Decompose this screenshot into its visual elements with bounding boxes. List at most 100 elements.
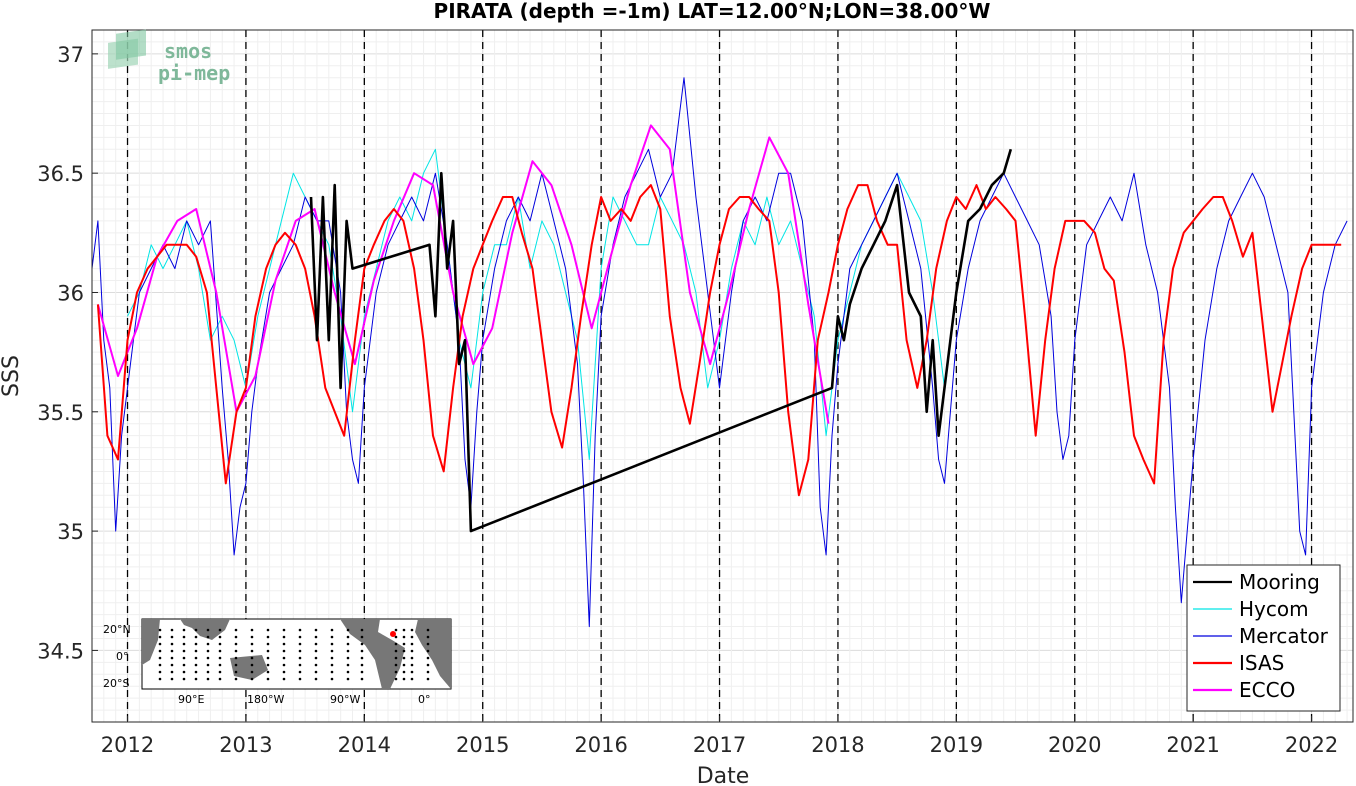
- inset-mooring-dot: [330, 635, 334, 639]
- inset-mooring-dot: [182, 635, 186, 639]
- inset-mooring-dot: [426, 635, 430, 639]
- inset-mooring-dot: [298, 649, 302, 653]
- inset-mooring-dot: [206, 656, 210, 660]
- inset-mooring-dot: [218, 677, 222, 681]
- y-tick-label: 34.5: [37, 639, 84, 663]
- inset-mooring-dot: [402, 670, 406, 674]
- inset-mooring-dot: [314, 677, 318, 681]
- series-line-mercator: [91, 77, 1348, 628]
- inset-mooring-dot: [218, 642, 222, 646]
- inset-mooring-dot: [182, 628, 186, 632]
- logo-line-2: pi-mep: [158, 61, 230, 85]
- inset-mooring-dot: [410, 642, 414, 646]
- inset-mooring-dot: [402, 628, 406, 632]
- inset-mooring-dot: [206, 677, 210, 681]
- inset-mooring-dot: [158, 628, 162, 632]
- inset-mooring-dot: [234, 656, 238, 660]
- inset-mooring-dot: [182, 649, 186, 653]
- inset-mooring-dot: [394, 649, 398, 653]
- inset-mooring-dot: [346, 663, 350, 667]
- inset-mooring-dot: [206, 670, 210, 674]
- inset-mooring-dot: [314, 642, 318, 646]
- inset-mooring-dot: [298, 670, 302, 674]
- inset-mooring-dot: [170, 628, 174, 632]
- legend-box: [1186, 564, 1341, 712]
- inset-mooring-dot: [266, 663, 270, 667]
- inset-mooring-dot: [158, 670, 162, 674]
- inset-mooring-dot: [206, 642, 210, 646]
- logo-line-1: smos: [164, 39, 212, 63]
- inset-mooring-dot: [360, 656, 364, 660]
- inset-mooring-dot: [298, 635, 302, 639]
- inset-lon-label-180w: 180°W: [247, 693, 284, 706]
- inset-mooring-dot: [402, 642, 406, 646]
- inset-landmass-asia: [180, 619, 230, 640]
- inset-mooring-dot: [206, 635, 210, 639]
- inset-mooring-dot: [410, 649, 414, 653]
- inset-mooring-dot: [394, 656, 398, 660]
- legend-label-hycom: Hycom: [1239, 597, 1309, 621]
- inset-mooring-dot: [402, 663, 406, 667]
- inset-mooring-dot: [218, 670, 222, 674]
- inset-landmass-africa-europe: [142, 619, 160, 665]
- inset-mooring-dot: [182, 663, 186, 667]
- inset-mooring-dot: [194, 649, 198, 653]
- inset-mooring-dot: [282, 628, 286, 632]
- inset-mooring-dot: [234, 642, 238, 646]
- inset-mooring-dot: [314, 663, 318, 667]
- inset-mooring-dot: [282, 635, 286, 639]
- inset-mooring-dot: [158, 677, 162, 681]
- x-tick-label: 2021: [1166, 733, 1219, 757]
- inset-mooring-dot: [234, 663, 238, 667]
- inset-mooring-dot: [410, 677, 414, 681]
- x-tick-label: 2015: [456, 733, 509, 757]
- inset-lon-label-90w: 90°W: [330, 693, 360, 706]
- legend-label-isas: ISAS: [1239, 651, 1284, 675]
- smos-pimep-logo: smos pi-mep: [108, 29, 230, 85]
- inset-mooring-dot: [410, 663, 414, 667]
- inset-mooring-dot: [170, 642, 174, 646]
- inset-mooring-dot: [250, 649, 254, 653]
- inset-mooring-dot: [410, 670, 414, 674]
- legend-label-mercator: Mercator: [1239, 624, 1329, 648]
- inset-mooring-dot: [234, 670, 238, 674]
- inset-mooring-dot: [346, 635, 350, 639]
- inset-mooring-dot: [346, 649, 350, 653]
- x-tick-label: 2017: [693, 733, 746, 757]
- inset-mooring-dot: [360, 663, 364, 667]
- inset-lat-label-0: 0°: [116, 650, 129, 663]
- inset-mooring-dot: [394, 670, 398, 674]
- inset-mooring-dot: [314, 670, 318, 674]
- inset-mooring-dot: [298, 663, 302, 667]
- inset-mooring-dot: [266, 635, 270, 639]
- y-tick-label: 37: [57, 43, 84, 67]
- inset-mooring-dot: [330, 642, 334, 646]
- inset-mooring-dot: [330, 649, 334, 653]
- x-tick-label: 2019: [930, 733, 983, 757]
- inset-mooring-dot: [194, 663, 198, 667]
- inset-mooring-dot: [170, 677, 174, 681]
- inset-mooring-dot: [250, 642, 254, 646]
- inset-mooring-dot: [394, 628, 398, 632]
- inset-mooring-dot: [170, 656, 174, 660]
- x-tick-label: 2012: [101, 733, 154, 757]
- inset-mooring-dot: [218, 656, 222, 660]
- inset-mooring-dot: [426, 670, 430, 674]
- inset-mooring-dot: [314, 649, 318, 653]
- inset-mooring-dot: [206, 628, 210, 632]
- inset-mooring-dot: [170, 663, 174, 667]
- inset-mooring-dot: [266, 656, 270, 660]
- inset-mooring-dot: [360, 628, 364, 632]
- inset-mooring-dot: [426, 628, 430, 632]
- inset-mooring-dot: [360, 635, 364, 639]
- inset-map: 20°N 0° 20°S 90°E 180°W 90°W 0°: [103, 618, 452, 706]
- x-tick-label: 2016: [574, 733, 627, 757]
- inset-landmass-africa: [415, 619, 451, 689]
- inset-mooring-dot: [346, 642, 350, 646]
- inset-mooring-dot: [170, 649, 174, 653]
- plot-area-frame: [91, 29, 1354, 723]
- inset-mooring-dot: [206, 663, 210, 667]
- inset-mooring-dot: [426, 649, 430, 653]
- legend-label-ecco: ECCO: [1239, 678, 1295, 702]
